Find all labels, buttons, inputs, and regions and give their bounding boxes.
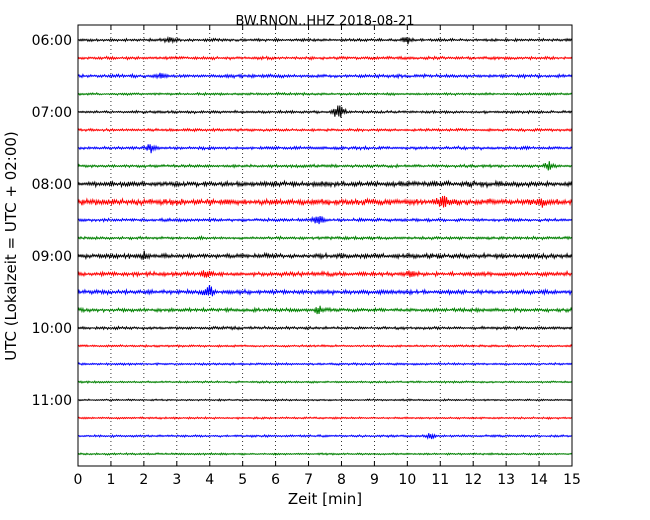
trace-0645: [77, 91, 573, 97]
x-tick-label: 14: [530, 472, 548, 488]
trace-0615: [77, 55, 573, 61]
x-tick-label: 0: [74, 472, 83, 488]
trace-1000: [77, 325, 573, 331]
trace-1115: [77, 416, 573, 420]
x-tick-label: 13: [497, 472, 515, 488]
x-axis-ticks: 0 1 2 3 4 5 6 7 8 9 10 11 12 13 14 15: [74, 25, 581, 488]
trace-0830: [77, 215, 573, 225]
y-axis-ticks: 06:00 07:00 08:00 09:00 10:00 11:00: [32, 33, 572, 409]
trace-1015: [77, 343, 573, 349]
trace-0815: [77, 195, 573, 208]
y-tick-label: 06:00: [32, 33, 72, 49]
x-tick-label: 9: [370, 472, 379, 488]
trace-0915: [77, 269, 573, 278]
trace-0900: [77, 250, 573, 261]
trace-1030: [77, 361, 573, 367]
x-tick-label: 12: [464, 472, 482, 488]
x-tick-label: 1: [106, 472, 115, 488]
trace-1145: [77, 452, 573, 456]
plot-frame: [77, 24, 573, 467]
trace-1100: [77, 398, 573, 402]
x-tick-label: 3: [172, 472, 181, 488]
vertical-gridlines: [110, 25, 540, 466]
x-tick-label: 10: [398, 472, 416, 488]
x-axis-label: Zeit [min]: [288, 490, 362, 508]
y-axis-label: UTC (Lokalzeit = UTC + 02:00): [2, 131, 20, 361]
trace-0945: [77, 305, 573, 315]
x-tick-label: 5: [238, 472, 247, 488]
trace-0630: [77, 72, 573, 80]
x-tick-label: 7: [304, 472, 313, 488]
x-tick-label: 2: [139, 472, 148, 488]
y-tick-label: 08:00: [32, 177, 72, 193]
trace-0700: [77, 105, 573, 118]
trace-1045: [77, 380, 573, 384]
y-tick-label: 07:00: [32, 105, 72, 121]
chart-title: BW.RNON..HHZ 2018-08-21: [235, 14, 414, 29]
x-tick-label: 11: [431, 472, 449, 488]
y-tick-label: 11:00: [32, 393, 72, 409]
trace-1130: [77, 432, 573, 440]
x-tick-label: 15: [563, 472, 581, 488]
y-tick-label: 10:00: [32, 321, 72, 337]
trace-0730: [77, 144, 573, 154]
trace-0930: [77, 284, 573, 297]
trace-0600: [77, 35, 573, 45]
trace-0745: [77, 161, 573, 171]
trace-0715: [77, 127, 573, 133]
x-tick-label: 8: [337, 472, 346, 488]
x-tick-label: 4: [205, 472, 214, 488]
x-tick-label: 6: [271, 472, 280, 488]
y-tick-label: 09:00: [32, 249, 72, 265]
seismic-traces: [77, 35, 573, 456]
trace-0800: [77, 179, 573, 189]
trace-0845: [77, 235, 573, 241]
